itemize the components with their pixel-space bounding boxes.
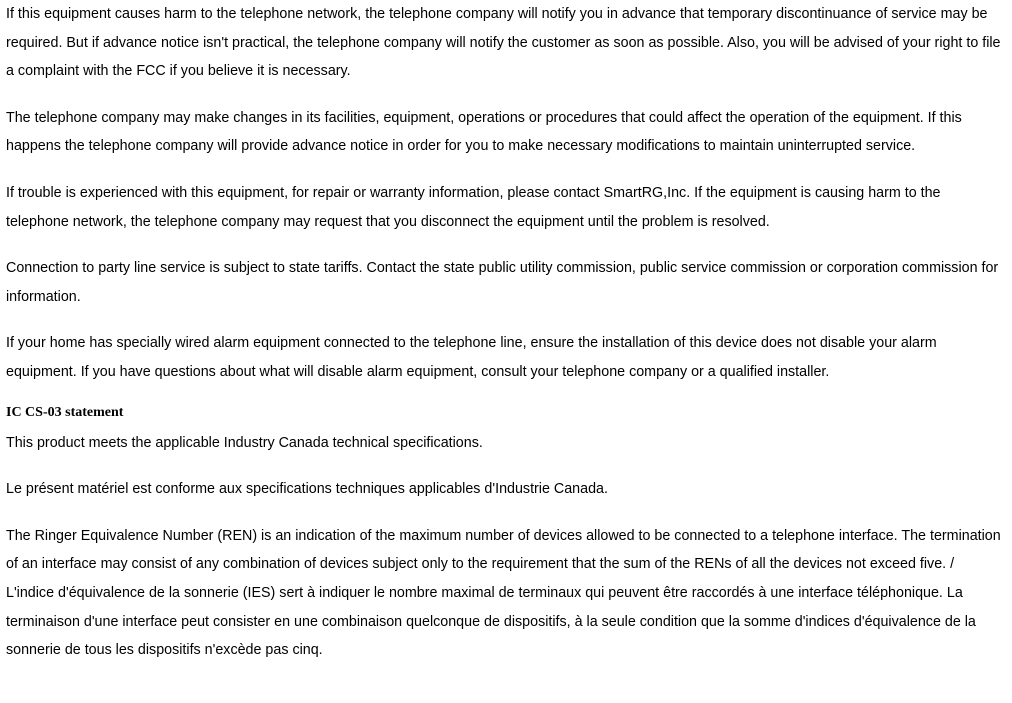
paragraph-party-line: Connection to party line service is subj… <box>6 254 1006 311</box>
paragraph-ic-spec-fr: Le présent matériel est conforme aux spe… <box>6 475 1006 504</box>
paragraph-telco-changes: The telephone company may make changes i… <box>6 104 1006 161</box>
heading-ic-cs03: IC CS-03 statement <box>6 405 1006 421</box>
paragraph-alarm-equipment: If your home has specially wired alarm e… <box>6 329 1006 386</box>
paragraph-ren: The Ringer Equivalence Number (REN) is a… <box>6 522 1006 665</box>
paragraph-repair-contact: If trouble is experienced with this equi… <box>6 179 1006 236</box>
paragraph-ic-spec-en: This product meets the applicable Indust… <box>6 429 1006 458</box>
paragraph-fcc-notice: If this equipment causes harm to the tel… <box>6 0 1006 86</box>
